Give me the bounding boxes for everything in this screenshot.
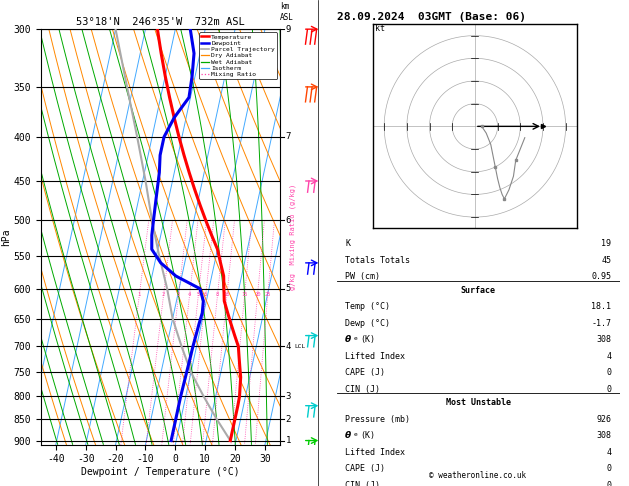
Text: K: K: [345, 239, 350, 248]
Text: Totals Totals: Totals Totals: [345, 256, 410, 265]
Text: 7: 7: [286, 132, 291, 141]
Text: 20: 20: [254, 293, 261, 297]
Text: © weatheronline.co.uk: © weatheronline.co.uk: [430, 471, 526, 480]
Text: (K): (K): [360, 335, 376, 344]
Text: 4: 4: [188, 293, 191, 297]
Text: 28.09.2024  03GMT (Base: 06): 28.09.2024 03GMT (Base: 06): [337, 12, 525, 22]
Text: 5: 5: [197, 293, 200, 297]
Text: km
ASL: km ASL: [280, 2, 294, 22]
Text: 308: 308: [596, 335, 611, 344]
Text: 6: 6: [204, 293, 208, 297]
Text: 9: 9: [286, 25, 291, 34]
Text: 18.1: 18.1: [591, 302, 611, 311]
Y-axis label: hPa: hPa: [1, 228, 11, 246]
Text: 3: 3: [286, 392, 291, 401]
Text: 0: 0: [606, 481, 611, 486]
Text: 0.95: 0.95: [591, 272, 611, 281]
Text: 2: 2: [286, 415, 291, 424]
Text: 308: 308: [596, 431, 611, 440]
Text: 8: 8: [216, 293, 219, 297]
Text: Lifted Index: Lifted Index: [345, 448, 405, 456]
Text: Most Unstable: Most Unstable: [445, 398, 511, 407]
Text: kt: kt: [375, 24, 385, 33]
Text: PW (cm): PW (cm): [345, 272, 380, 281]
Text: 5: 5: [286, 284, 291, 293]
Text: (K): (K): [360, 431, 376, 440]
Text: 1: 1: [286, 436, 291, 445]
X-axis label: Dewpoint / Temperature (°C): Dewpoint / Temperature (°C): [81, 467, 240, 477]
Text: 0: 0: [606, 368, 611, 377]
Text: 15: 15: [242, 293, 248, 297]
Text: CAPE (J): CAPE (J): [345, 464, 385, 473]
Text: 6: 6: [286, 216, 291, 225]
Text: Temp (°C): Temp (°C): [345, 302, 390, 311]
Text: -1.7: -1.7: [591, 319, 611, 328]
Text: Pressure (mb): Pressure (mb): [345, 415, 410, 423]
Text: Surface: Surface: [460, 286, 496, 295]
Text: e: e: [353, 336, 357, 341]
Text: 0: 0: [606, 385, 611, 394]
Title: 53°18'N  246°35'W  732m ASL: 53°18'N 246°35'W 732m ASL: [76, 17, 245, 27]
Text: 4: 4: [606, 448, 611, 456]
Text: LCL: LCL: [294, 344, 306, 349]
Text: Dewp (°C): Dewp (°C): [345, 319, 390, 328]
Text: 0: 0: [606, 464, 611, 473]
Text: 1: 1: [138, 293, 141, 297]
Text: 4: 4: [286, 342, 291, 351]
Text: θ: θ: [345, 335, 351, 344]
Text: 25: 25: [265, 293, 271, 297]
Text: CIN (J): CIN (J): [345, 385, 380, 394]
Text: 4: 4: [606, 352, 611, 361]
Text: Lifted Index: Lifted Index: [345, 352, 405, 361]
Text: 10: 10: [224, 293, 230, 297]
Text: g/kg  Mixing Ratio (g/kg): g/kg Mixing Ratio (g/kg): [289, 184, 296, 290]
Text: θ: θ: [345, 431, 351, 440]
Text: CAPE (J): CAPE (J): [345, 368, 385, 377]
Legend: Temperature, Dewpoint, Parcel Trajectory, Dry Adiabat, Wet Adiabat, Isotherm, Mi: Temperature, Dewpoint, Parcel Trajectory…: [199, 32, 277, 79]
Text: 3: 3: [177, 293, 180, 297]
Text: 926: 926: [596, 415, 611, 423]
Text: e: e: [353, 432, 357, 437]
Text: 2: 2: [162, 293, 165, 297]
Text: 19: 19: [601, 239, 611, 248]
Text: 45: 45: [601, 256, 611, 265]
Text: CIN (J): CIN (J): [345, 481, 380, 486]
